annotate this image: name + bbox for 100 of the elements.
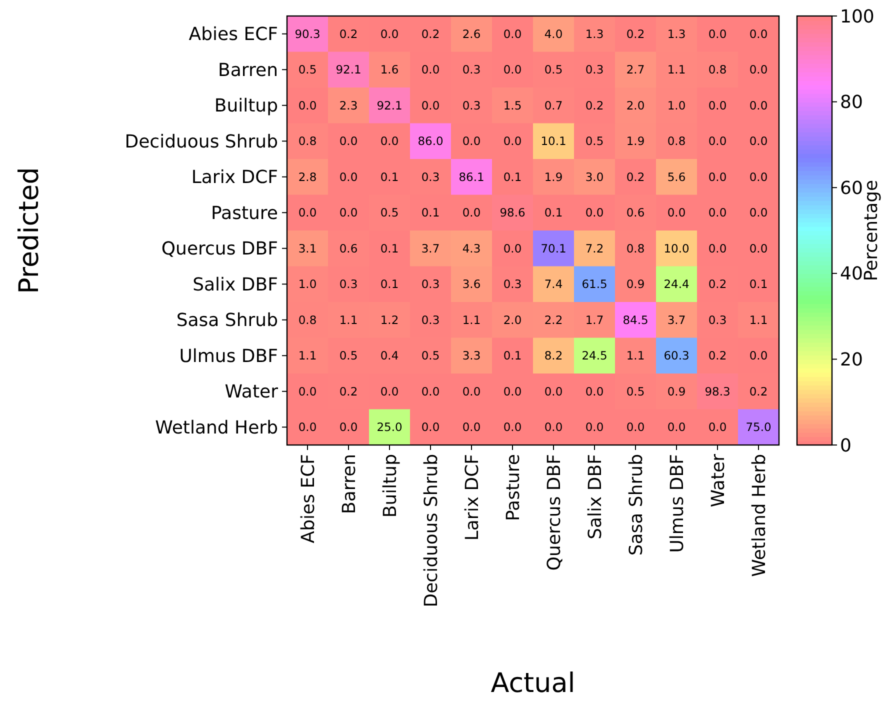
data-label: 3.3 bbox=[462, 348, 481, 363]
data-label: 0.2 bbox=[708, 277, 727, 292]
data-label: 0.8 bbox=[298, 134, 317, 148]
data-label: 0.0 bbox=[298, 384, 317, 398]
data-label: 2.8 bbox=[298, 170, 317, 184]
x-tick-label: Barren bbox=[338, 454, 360, 514]
data-label: 0.0 bbox=[585, 420, 604, 434]
data-label: 0.0 bbox=[749, 98, 768, 112]
data-label: 86.0 bbox=[418, 134, 444, 148]
x-tick-label: Builtup bbox=[380, 454, 401, 518]
data-label: 0.5 bbox=[626, 384, 645, 398]
data-label: 0.0 bbox=[708, 26, 727, 41]
data-label: 1.3 bbox=[667, 26, 686, 41]
data-label: 0.0 bbox=[585, 384, 604, 398]
x-tick-label: Ulmus DBF bbox=[666, 454, 688, 553]
data-label: 24.5 bbox=[582, 348, 608, 363]
y-tick-label: Abies ECF bbox=[188, 24, 278, 46]
data-label: 0.6 bbox=[339, 241, 358, 256]
data-label: 86.1 bbox=[458, 170, 484, 184]
data-label: 0.2 bbox=[626, 26, 645, 41]
x-axis-title: Actual bbox=[490, 668, 576, 699]
data-label: 0.0 bbox=[380, 134, 399, 148]
data-label: 0.0 bbox=[339, 134, 358, 148]
data-label: 25.0 bbox=[376, 420, 402, 434]
data-label: 7.2 bbox=[585, 241, 604, 256]
data-label: 0.0 bbox=[503, 420, 522, 434]
data-label: 0.0 bbox=[749, 62, 768, 77]
x-tick-label: Water bbox=[708, 453, 729, 508]
data-label: 0.2 bbox=[339, 26, 358, 41]
data-label: 8.2 bbox=[544, 348, 563, 363]
data-label: 3.0 bbox=[585, 170, 604, 184]
data-label: 7.4 bbox=[544, 277, 563, 292]
data-label: 1.9 bbox=[544, 170, 563, 184]
x-tick-label: Larix DCF bbox=[462, 454, 483, 541]
x-tick-label: Sasa Shrub bbox=[626, 454, 647, 556]
data-label: 0.0 bbox=[749, 348, 768, 363]
data-label: 0.0 bbox=[339, 420, 358, 434]
data-label: 84.5 bbox=[622, 312, 648, 327]
data-label: 0.5 bbox=[585, 134, 604, 148]
data-label: 0.3 bbox=[421, 170, 440, 184]
data-label: 0.0 bbox=[667, 420, 686, 434]
data-label: 0.0 bbox=[421, 384, 440, 398]
data-label: 0.0 bbox=[749, 134, 768, 148]
color-bar-label: 60 bbox=[840, 178, 863, 199]
data-label: 0.1 bbox=[380, 170, 399, 184]
data-label: 0.0 bbox=[667, 206, 686, 220]
data-label: 0.1 bbox=[380, 241, 399, 256]
data-label: 0.1 bbox=[380, 277, 399, 292]
data-label: 1.9 bbox=[626, 134, 645, 148]
data-label: 0.2 bbox=[585, 98, 604, 112]
data-label: 0.3 bbox=[585, 62, 604, 77]
data-label: 0.4 bbox=[380, 348, 399, 363]
data-label: 0.0 bbox=[462, 384, 481, 398]
data-label: 0.5 bbox=[421, 348, 440, 363]
data-label: 0.6 bbox=[626, 206, 645, 220]
data-label: 0.8 bbox=[298, 312, 317, 327]
data-label: 0.0 bbox=[380, 26, 399, 41]
data-label: 0.2 bbox=[749, 384, 768, 398]
data-label: 0.9 bbox=[667, 384, 686, 398]
y-tick-label: Builtup bbox=[214, 96, 278, 117]
color-bar-label: 100 bbox=[840, 6, 874, 28]
data-label: 2.0 bbox=[503, 312, 522, 327]
data-label: 0.2 bbox=[339, 384, 358, 398]
data-label: 0.0 bbox=[749, 241, 768, 256]
data-label: 0.5 bbox=[544, 62, 563, 77]
data-label: 1.7 bbox=[585, 312, 604, 327]
y-tick-label: Barren bbox=[218, 60, 278, 81]
data-label: 2.3 bbox=[339, 98, 358, 112]
data-label: 3.7 bbox=[667, 312, 686, 327]
data-label: 0.3 bbox=[421, 312, 440, 327]
data-label: 0.0 bbox=[298, 206, 317, 220]
color-bar-label: 40 bbox=[840, 264, 863, 285]
data-label: 0.0 bbox=[503, 62, 522, 77]
data-label: 3.7 bbox=[421, 241, 440, 256]
data-label: 0.3 bbox=[462, 62, 481, 77]
data-label: 0.3 bbox=[421, 277, 440, 292]
data-label: 0.1 bbox=[503, 170, 522, 184]
data-label: 92.1 bbox=[376, 98, 402, 112]
data-label: 0.0 bbox=[708, 206, 727, 220]
data-label: 0.0 bbox=[462, 134, 481, 148]
data-label: 1.0 bbox=[667, 98, 686, 112]
data-label: 0.0 bbox=[339, 206, 358, 220]
data-label: 0.0 bbox=[708, 98, 727, 112]
x-tick-label: Quercus DBF bbox=[544, 454, 565, 571]
data-label: 1.0 bbox=[298, 277, 317, 292]
data-label: 0.0 bbox=[749, 170, 768, 184]
y-tick-label: Salix DBF bbox=[192, 274, 278, 296]
color-bar-label: 20 bbox=[840, 350, 863, 370]
data-label: 0.0 bbox=[708, 420, 727, 434]
data-label: 0.0 bbox=[421, 420, 440, 434]
y-axis-title: Predicted bbox=[14, 167, 45, 294]
data-label: 0.5 bbox=[339, 348, 358, 363]
data-label: 0.3 bbox=[708, 312, 727, 327]
data-label: 61.5 bbox=[582, 277, 608, 292]
data-label: 98.3 bbox=[704, 384, 730, 398]
data-label: 0.8 bbox=[708, 62, 727, 77]
color-bar-title: Percentage bbox=[861, 180, 882, 282]
data-label: 0.0 bbox=[544, 420, 563, 434]
data-label: 0.3 bbox=[462, 98, 481, 112]
data-label: 1.3 bbox=[585, 26, 604, 41]
